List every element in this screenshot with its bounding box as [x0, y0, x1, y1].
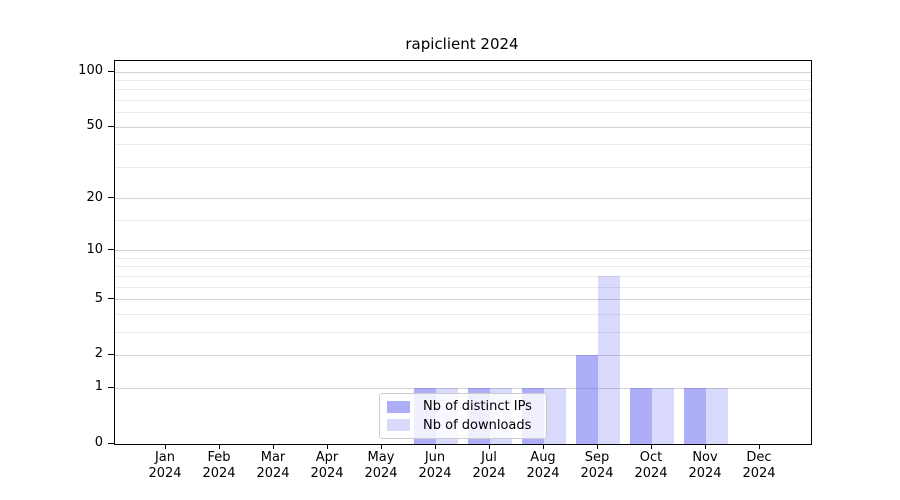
bar-downloads-aug: [544, 388, 566, 444]
bar-distinct-ips-oct: [630, 388, 652, 444]
minor-gridline: [115, 80, 811, 82]
plot-area: Nb of distinct IPs Nb of downloads: [114, 60, 812, 445]
x-tick-label: Nov 2024: [688, 450, 722, 481]
y-tick: [108, 197, 114, 199]
y-tick-label: 100: [78, 63, 103, 79]
x-tick: [651, 444, 652, 449]
minor-gridline: [115, 166, 811, 168]
y-tick-label: 10: [86, 241, 103, 257]
major-gridline: [115, 198, 811, 200]
legend-label-distinct-ips: Nb of distinct IPs: [423, 399, 532, 415]
y-tick: [108, 442, 114, 444]
minor-gridline: [115, 89, 811, 91]
y-tick-label: 50: [86, 118, 103, 134]
bar-distinct-ips-nov: [684, 388, 706, 444]
major-gridline: [115, 71, 811, 73]
minor-gridline: [115, 112, 811, 114]
x-tick: [543, 444, 544, 449]
x-tick-label: Jun 2024: [418, 450, 452, 481]
bar-downloads-sep: [598, 276, 620, 444]
minor-gridline: [115, 313, 811, 315]
minor-gridline: [115, 220, 811, 222]
x-tick-label: Oct 2024: [634, 450, 668, 481]
x-tick-label: Mar 2024: [256, 450, 290, 481]
x-tick-label: Dec 2024: [742, 450, 776, 481]
y-tick: [108, 386, 114, 388]
x-tick: [759, 444, 760, 449]
legend-swatch-downloads: [387, 419, 410, 432]
x-tick-label: Sep 2024: [580, 450, 614, 481]
x-tick-label: Jul 2024: [472, 450, 506, 481]
x-tick-label: Aug 2024: [526, 450, 560, 481]
y-tick-label: 1: [94, 379, 103, 395]
legend-item-distinct-ips: Nb of distinct IPs: [387, 399, 539, 414]
y-tick: [108, 125, 114, 127]
y-tick: [108, 70, 114, 72]
y-tick-label: 2: [94, 346, 103, 362]
x-tick: [219, 444, 220, 449]
y-tick-label: 5: [94, 290, 103, 306]
legend-item-downloads: Nb of downloads: [387, 418, 539, 433]
bar-distinct-ips-sep: [576, 355, 598, 444]
chart-title: rapiclient 2024: [405, 35, 519, 53]
y-tick-label: 20: [86, 189, 103, 205]
x-tick: [327, 444, 328, 449]
x-tick-label: May 2024: [364, 450, 398, 481]
major-gridline: [115, 387, 811, 389]
minor-gridline: [115, 257, 811, 259]
x-tick: [597, 444, 598, 449]
minor-gridline: [115, 144, 811, 146]
major-gridline: [115, 354, 811, 356]
x-tick-label: Feb 2024: [202, 450, 236, 481]
y-tick: [108, 353, 114, 355]
x-tick: [435, 444, 436, 449]
bar-downloads-nov: [706, 388, 728, 444]
major-gridline: [115, 126, 811, 128]
minor-gridline: [115, 286, 811, 288]
x-tick: [165, 444, 166, 449]
y-tick: [108, 249, 114, 251]
legend-swatch-distinct-ips: [387, 400, 410, 413]
x-tick-label: Apr 2024: [310, 450, 344, 481]
y-tick: [108, 298, 114, 300]
minor-gridline: [115, 266, 811, 268]
x-tick: [489, 444, 490, 449]
major-gridline: [115, 299, 811, 301]
major-gridline: [115, 250, 811, 252]
x-tick: [381, 444, 382, 449]
minor-gridline: [115, 100, 811, 102]
bar-downloads-oct: [652, 388, 674, 444]
minor-gridline: [115, 331, 811, 333]
legend: Nb of distinct IPs Nb of downloads: [379, 393, 547, 439]
x-tick: [273, 444, 274, 449]
x-tick-label: Jan 2024: [148, 450, 182, 481]
legend-label-downloads: Nb of downloads: [423, 417, 532, 433]
minor-gridline: [115, 275, 811, 277]
y-tick-label: 0: [94, 435, 103, 450]
x-tick: [705, 444, 706, 449]
